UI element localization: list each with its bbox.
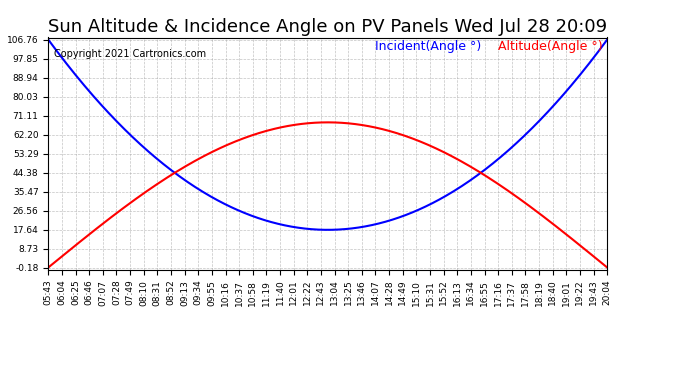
Title: Sun Altitude & Incidence Angle on PV Panels Wed Jul 28 20:09: Sun Altitude & Incidence Angle on PV Pan… bbox=[48, 18, 607, 36]
Legend: Incident(Angle °), Altitude(Angle °): Incident(Angle °), Altitude(Angle °) bbox=[360, 35, 607, 58]
Text: Copyright 2021 Cartronics.com: Copyright 2021 Cartronics.com bbox=[54, 49, 206, 59]
